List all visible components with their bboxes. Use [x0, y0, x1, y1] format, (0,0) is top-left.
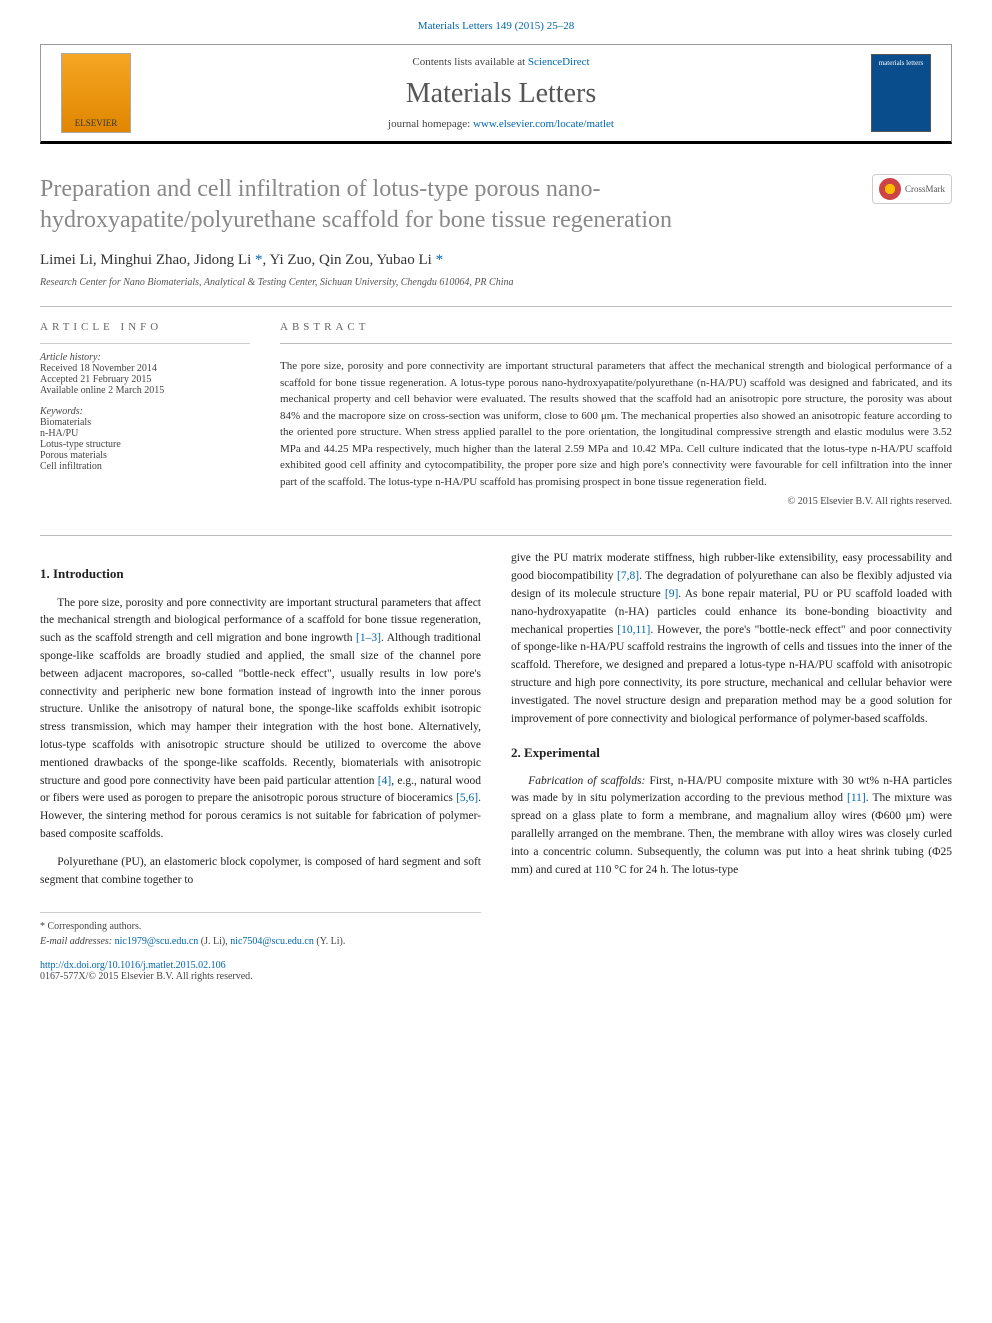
- homepage-line: journal homepage: www.elsevier.com/locat…: [131, 118, 871, 130]
- citation-link[interactable]: [1–3]: [356, 632, 381, 644]
- corresponding-mark[interactable]: *: [251, 252, 262, 268]
- citation-link[interactable]: [9]: [665, 588, 678, 600]
- subsection-label: Fabrication of scaffolds:: [528, 775, 645, 787]
- section-heading-introduction: 1. Introduction: [40, 564, 481, 584]
- article-info-sidebar: article info Article history: Received 1…: [40, 321, 250, 507]
- email-link[interactable]: nic1979@scu.edu.cn: [115, 936, 199, 947]
- section-heading-experimental: 2. Experimental: [511, 743, 952, 763]
- sciencedirect-link[interactable]: ScienceDirect: [528, 56, 590, 68]
- citation-link[interactable]: [11]: [847, 792, 866, 804]
- email-who: (J. Li),: [198, 936, 230, 947]
- author-name: , Yi Zuo, Qin Zou,: [263, 252, 377, 268]
- journal-header: ELSEVIER Contents lists available at Sci…: [40, 44, 952, 144]
- divider: [40, 306, 952, 307]
- accepted-date: Accepted 21 February 2015: [40, 374, 250, 385]
- body-paragraph: The pore size, porosity and pore connect…: [40, 595, 481, 844]
- contents-prefix: Contents lists available at: [412, 56, 527, 68]
- author-name: Jidong Li: [194, 252, 251, 268]
- corresponding-mark[interactable]: *: [432, 252, 443, 268]
- body-paragraph: give the PU matrix moderate stiffness, h…: [511, 550, 952, 728]
- divider: [40, 535, 952, 536]
- email-label: E-mail addresses:: [40, 936, 115, 947]
- contents-line: Contents lists available at ScienceDirec…: [131, 56, 871, 68]
- abstract-text: The pore size, porosity and pore connect…: [280, 358, 952, 490]
- issn-copyright: 0167-577X/© 2015 Elsevier B.V. All right…: [40, 971, 952, 982]
- crossmark-badge[interactable]: CrossMark: [872, 174, 952, 204]
- online-date: Available online 2 March 2015: [40, 385, 250, 396]
- corresponding-note: * Corresponding authors.: [40, 919, 481, 935]
- article-info-label: article info: [40, 321, 250, 333]
- journal-reference: Materials Letters 149 (2015) 25–28: [40, 20, 952, 32]
- citation-link[interactable]: [7,8]: [617, 570, 639, 582]
- corresponding-footer: * Corresponding authors. E-mail addresse…: [40, 912, 481, 950]
- abstract-label: abstract: [280, 321, 952, 333]
- keyword: n-HA/PU: [40, 428, 250, 439]
- article-title: Preparation and cell infiltration of lot…: [40, 174, 740, 236]
- email-link[interactable]: nic7504@scu.edu.cn: [230, 936, 314, 947]
- journal-cover-thumbnail: materials letters: [871, 54, 931, 132]
- body-text: . Although traditional sponge-like scaff…: [40, 632, 481, 787]
- email-line: E-mail addresses: nic1979@scu.edu.cn (J.…: [40, 934, 481, 950]
- history-label: Article history:: [40, 352, 250, 363]
- received-date: Received 18 November 2014: [40, 363, 250, 374]
- citation-link[interactable]: [10,11]: [617, 624, 650, 636]
- body-paragraph: Polyurethane (PU), an elastomeric block …: [40, 854, 481, 890]
- keyword: Biomaterials: [40, 417, 250, 428]
- affiliation: Research Center for Nano Biomaterials, A…: [40, 277, 952, 288]
- body-text: . The mixture was spread on a glass plat…: [511, 792, 952, 875]
- author-name: Yubao Li: [376, 252, 431, 268]
- author-list: Limei Li, Minghui Zhao, Jidong Li *, Yi …: [40, 252, 952, 269]
- keyword: Lotus-type structure: [40, 439, 250, 450]
- keyword: Cell infiltration: [40, 461, 250, 472]
- body-text: . However, the pore's "bottle-neck effec…: [511, 624, 952, 725]
- homepage-prefix: journal homepage:: [388, 118, 473, 130]
- journal-name: Materials Letters: [131, 78, 871, 110]
- abstract-copyright: © 2015 Elsevier B.V. All rights reserved…: [280, 496, 952, 507]
- body-paragraph: Fabrication of scaffolds: First, n-HA/PU…: [511, 773, 952, 880]
- homepage-link[interactable]: www.elsevier.com/locate/matlet: [473, 118, 614, 130]
- elsevier-logo: ELSEVIER: [61, 53, 131, 133]
- keyword: Porous materials: [40, 450, 250, 461]
- body-right-column: give the PU matrix moderate stiffness, h…: [511, 550, 952, 949]
- abstract-column: abstract The pore size, porosity and por…: [280, 321, 952, 507]
- body-two-column: 1. Introduction The pore size, porosity …: [40, 550, 952, 949]
- body-left-column: 1. Introduction The pore size, porosity …: [40, 550, 481, 949]
- email-who: (Y. Li).: [314, 936, 345, 947]
- citation-link[interactable]: [5,6]: [456, 792, 478, 804]
- author-name: Limei Li, Minghui Zhao,: [40, 252, 194, 268]
- keywords-label: Keywords:: [40, 406, 250, 417]
- citation-link[interactable]: [4]: [378, 775, 391, 787]
- doi-link[interactable]: http://dx.doi.org/10.1016/j.matlet.2015.…: [40, 960, 952, 971]
